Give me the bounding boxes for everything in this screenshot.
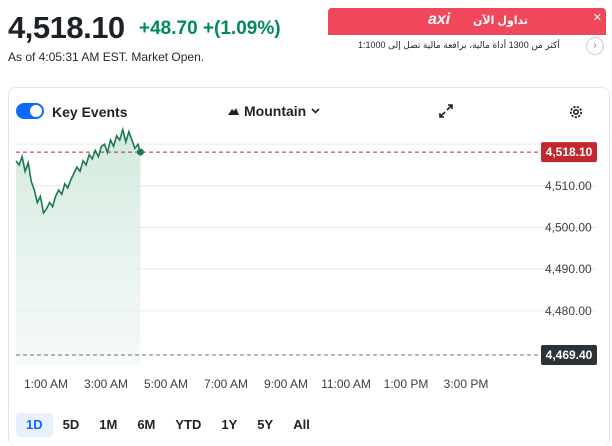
ad-subtitle: أكثر من 1300 أداة مالية، برافعة مالية تص… bbox=[358, 40, 560, 50]
chart-style-dropdown[interactable]: Mountain bbox=[228, 103, 320, 119]
previous-close-label: 4,469.40 bbox=[546, 348, 593, 362]
range-tab-ytd[interactable]: YTD bbox=[175, 417, 202, 432]
previous-close-badge: 4,469.40 bbox=[541, 345, 597, 365]
range-tab-1m[interactable]: 1M bbox=[99, 417, 118, 432]
ad-cta-label[interactable]: تداول الآن bbox=[473, 15, 529, 27]
ad-close-icon[interactable]: ✕ bbox=[592, 12, 602, 24]
x-tick-label: 9:00 AM bbox=[264, 377, 308, 391]
x-tick-label: 5:00 AM bbox=[144, 377, 188, 391]
x-tick-label: 7:00 AM bbox=[204, 377, 248, 391]
price-line bbox=[15, 126, 142, 215]
ad-arrow-icon[interactable]: › bbox=[586, 37, 604, 55]
x-tick-label: 3:00 PM bbox=[444, 377, 489, 391]
toggle-knob bbox=[30, 105, 42, 117]
expand-icon[interactable] bbox=[438, 103, 454, 119]
quote-timestamp: As of 4:05:31 AM EST. Market Open. bbox=[8, 50, 205, 64]
y-tick-label: 4,480.00 bbox=[545, 304, 592, 318]
current-price-label: 4,518.10 bbox=[546, 145, 593, 159]
x-tick-label: 11:00 AM bbox=[321, 377, 371, 391]
range-tab-5d[interactable]: 5D bbox=[62, 417, 80, 432]
ad-header[interactable]: axi تداول الآن ✕ bbox=[328, 8, 606, 35]
range-tab-1y[interactable]: 1Y bbox=[221, 417, 238, 432]
y-tick-label: 4,490.00 bbox=[545, 262, 592, 276]
chevron-down-icon bbox=[311, 108, 320, 114]
key-events-toggle[interactable] bbox=[16, 103, 44, 119]
range-tab-all[interactable]: All bbox=[293, 417, 310, 432]
quote-change: +48.70 +(1.09%) bbox=[139, 18, 281, 39]
chart-panel bbox=[8, 87, 610, 446]
x-tick-label: 1:00 AM bbox=[24, 377, 68, 391]
chart-style-label: Mountain bbox=[244, 103, 307, 119]
x-tick-label: 1:00 PM bbox=[384, 377, 429, 391]
mountain-icon bbox=[228, 108, 239, 115]
range-tabs: 1D 5D 1M 6M YTD 1Y 5Y All bbox=[16, 413, 320, 437]
y-tick-label: 4,510.00 bbox=[545, 179, 592, 193]
range-tab-1d[interactable]: 1D bbox=[16, 413, 53, 437]
quote-price: 4,518.10 bbox=[8, 10, 125, 45]
current-price-dot bbox=[136, 148, 144, 156]
range-tab-5y[interactable]: 5Y bbox=[257, 417, 274, 432]
ad-banner[interactable]: axi تداول الآن ✕ أكثر من 1300 أداة مالية… bbox=[328, 8, 606, 60]
ad-logo: axi bbox=[428, 11, 451, 28]
current-price-badge: 4,518.10 bbox=[541, 142, 597, 163]
key-events-label[interactable]: Key Events bbox=[52, 104, 128, 120]
range-tab-6m[interactable]: 6M bbox=[137, 417, 156, 432]
gear-icon[interactable] bbox=[567, 103, 585, 121]
y-tick-label: 4,500.00 bbox=[545, 221, 592, 235]
x-tick-label: 3:00 AM bbox=[84, 377, 128, 391]
price-area bbox=[16, 129, 141, 365]
